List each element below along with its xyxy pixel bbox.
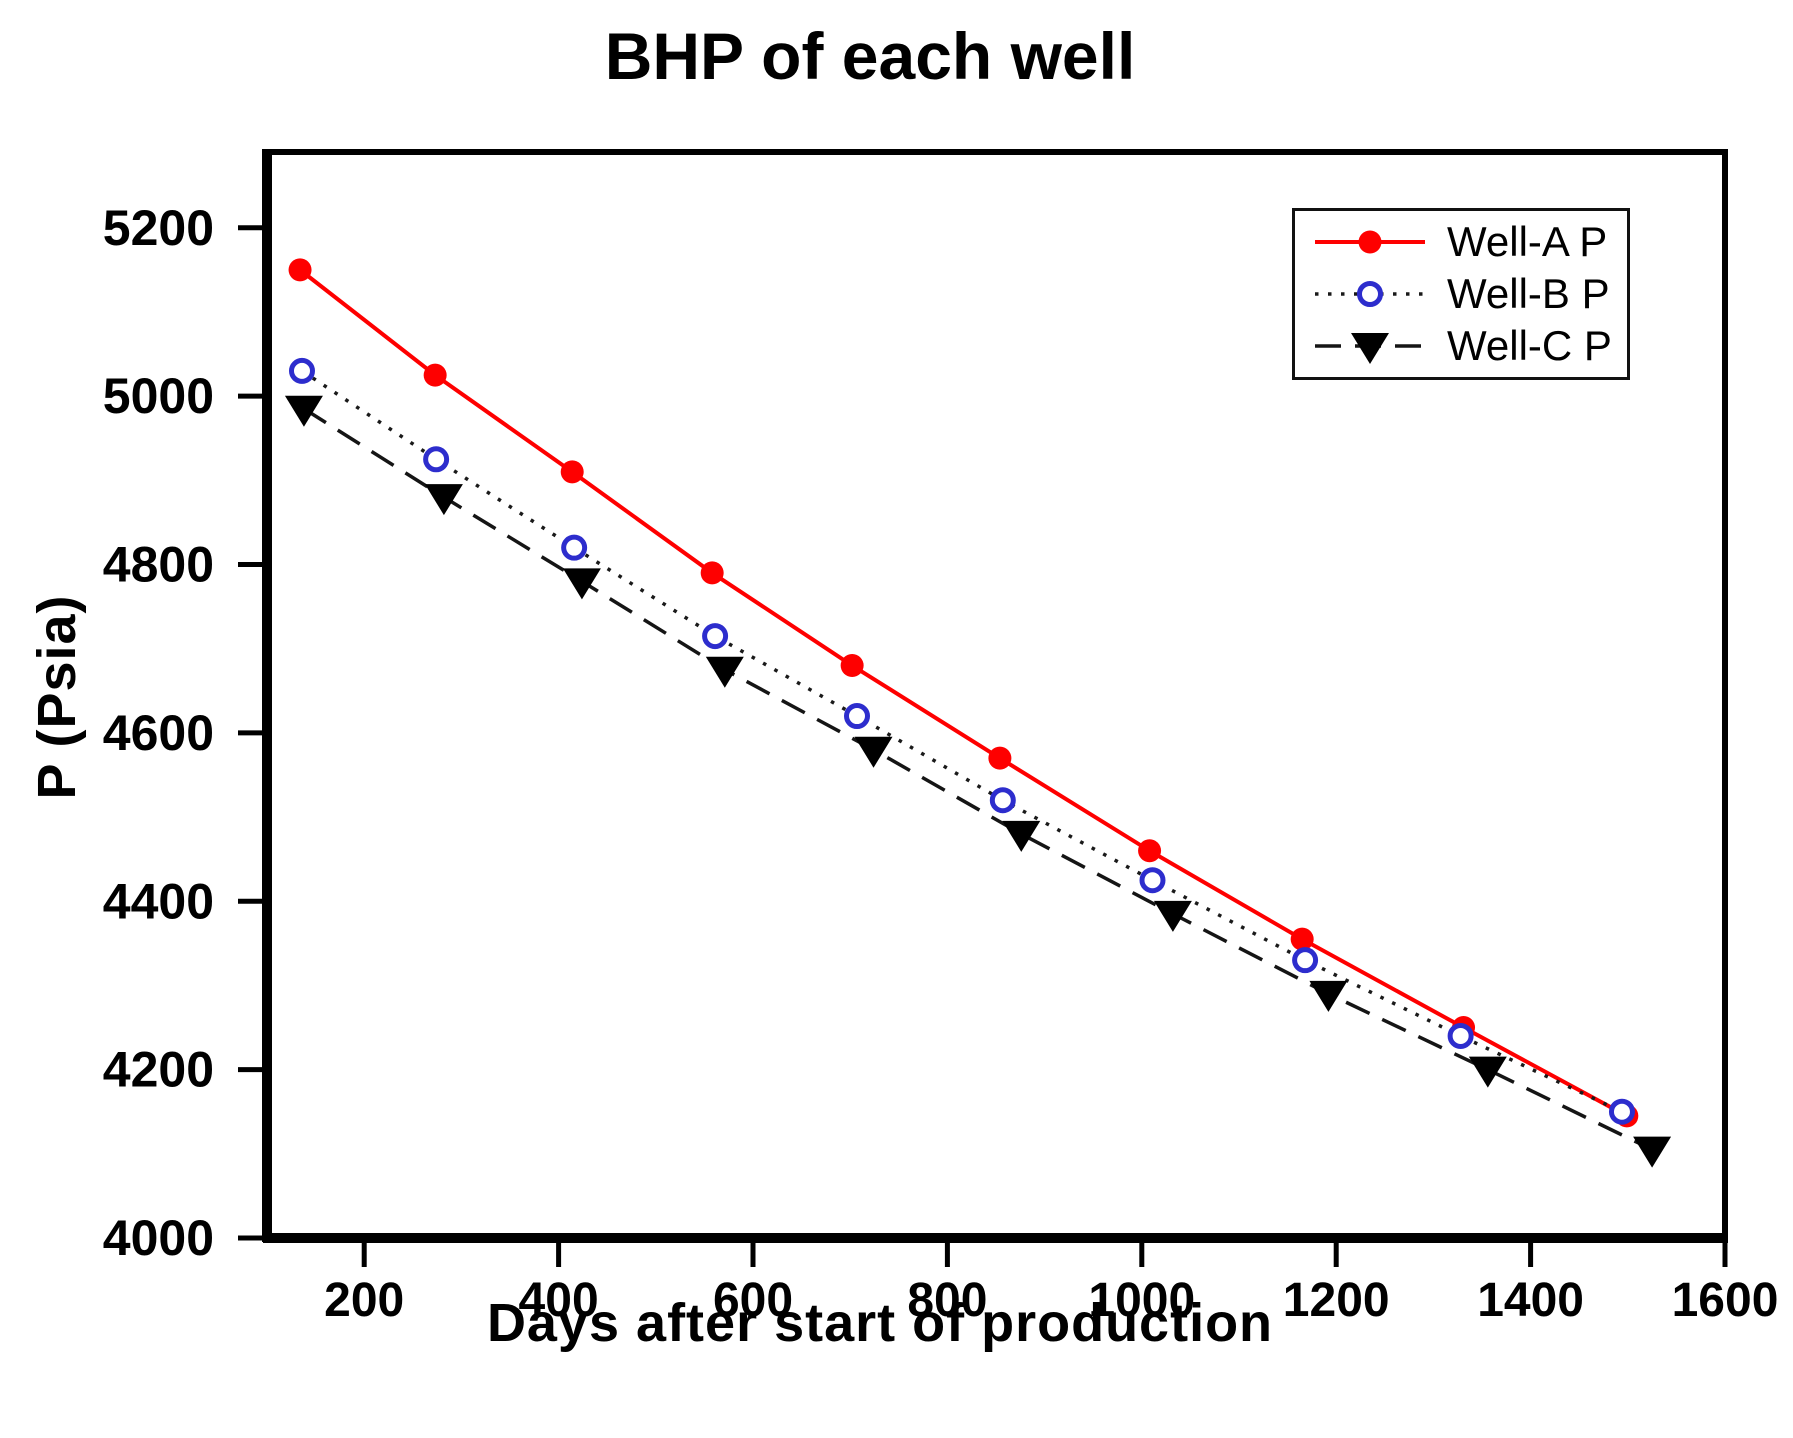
data-point-marker: [1292, 947, 1319, 974]
x-axis-title: Days after start of production: [486, 1293, 1274, 1353]
data-point-marker: [840, 654, 864, 678]
data-point-marker: [423, 363, 447, 387]
series-line: [298, 268, 1628, 1118]
data-point-marker: [989, 787, 1016, 814]
data-point-marker: [1608, 1098, 1635, 1125]
y-tick-label: 5000: [103, 368, 214, 424]
data-point-marker: [1468, 1056, 1507, 1088]
data-point-marker: [1633, 1136, 1672, 1168]
data-point-marker: [1139, 867, 1166, 894]
y-tick-label: 4800: [103, 537, 214, 593]
data-point-marker: [844, 703, 871, 730]
chart-title: BHP of each well: [604, 19, 1136, 93]
x-tick-label: 600: [713, 1274, 793, 1327]
legend-sample-marker: [1358, 230, 1382, 254]
data-point-marker: [561, 534, 588, 561]
y-tick-label: 4600: [103, 705, 214, 761]
filled-triangle-down-icon: [1315, 333, 1425, 364]
legend-row-well-c: Well-C P: [1311, 320, 1627, 372]
data-point-marker: [1153, 900, 1192, 932]
open-circle-icon: [1315, 281, 1425, 307]
legend-sample-marker: [1351, 333, 1389, 364]
series-well-b-p: [288, 357, 1635, 1125]
x-tick-label: 200: [324, 1274, 404, 1327]
filled-circle-icon: [1315, 230, 1425, 254]
y-tick-label: 4400: [103, 873, 214, 929]
y-tick-label: 5200: [103, 200, 214, 256]
x-tick-label: 800: [907, 1274, 987, 1327]
series-line: [303, 407, 1653, 1152]
legend-label-well-c: Well-C P: [1447, 322, 1612, 369]
legend-label-well-a: Well-A P: [1447, 218, 1608, 265]
x-tick-label: 1600: [1672, 1274, 1779, 1327]
series-well-a-p: [288, 258, 1639, 1128]
legend: Well-A P Well-B P Well-C P: [1292, 208, 1630, 380]
legend-row-well-a: Well-A P: [1311, 216, 1627, 268]
legend-label-well-b: Well-B P: [1447, 270, 1610, 317]
data-point-marker: [423, 446, 450, 473]
data-point-marker: [560, 460, 584, 484]
data-point-marker: [424, 484, 463, 516]
data-point-marker: [700, 561, 724, 585]
legend-sample-marker: [1357, 281, 1383, 307]
y-tick-label: 4200: [103, 1042, 214, 1098]
data-point-marker: [1309, 980, 1348, 1012]
legend-row-well-b: Well-B P: [1311, 268, 1627, 320]
x-tick-label: 400: [519, 1274, 599, 1327]
data-point-marker: [562, 568, 601, 600]
data-point-marker: [284, 395, 323, 427]
data-point-marker: [1290, 927, 1314, 951]
data-point-marker: [702, 623, 729, 650]
data-point-marker: [288, 258, 312, 282]
series-line: [301, 369, 1623, 1114]
data-point-marker: [1138, 839, 1162, 863]
data-point-marker: [705, 656, 744, 688]
data-point-marker: [1447, 1022, 1474, 1049]
data-point-marker: [288, 357, 315, 384]
data-point-marker: [854, 736, 893, 768]
y-axis-title: P (Psia): [27, 594, 87, 800]
y-tick-label: 4000: [103, 1210, 214, 1266]
x-tick-label: 1000: [1088, 1274, 1195, 1327]
data-point-marker: [988, 746, 1012, 770]
series-well-c-p: [284, 395, 1672, 1168]
x-tick-label: 1400: [1477, 1274, 1584, 1327]
x-tick-label: 1200: [1283, 1274, 1390, 1327]
data-point-marker: [1002, 820, 1041, 852]
